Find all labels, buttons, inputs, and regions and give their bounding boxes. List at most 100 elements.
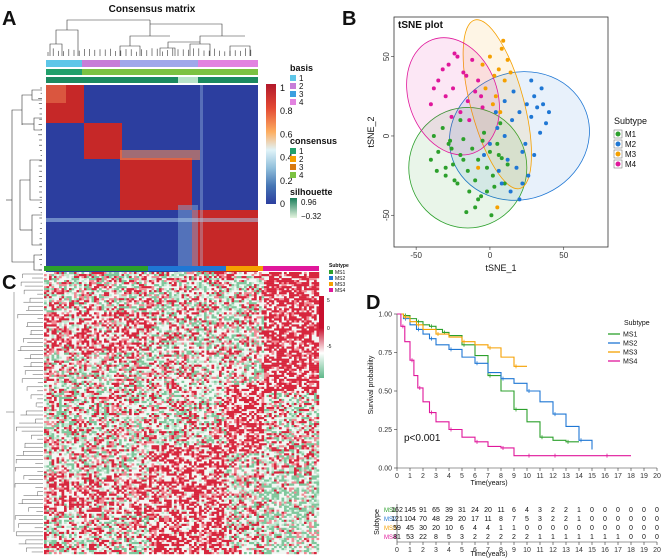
tsne-legend-m4: M4 [625,160,637,169]
tsne-point-m2 [546,110,551,115]
tsne-point-m3 [487,54,492,59]
risk-cell: 2 [499,534,503,541]
risk-cell: 20 [484,507,492,514]
risk-cell: 53 [406,534,414,541]
tsne-point-m1 [446,141,451,146]
km-curve-ms3 [397,313,527,367]
tsne-point-m2 [532,94,537,99]
risk-row-label-ms3: MS3 [384,526,397,532]
tsne-point-m1 [492,184,497,189]
risk-cell: 20 [458,516,466,523]
risk-cell: 4 [486,525,490,532]
risk-xtick: 6 [473,547,477,554]
tsne-point-m2 [539,86,544,91]
tsne-point-m1 [449,146,454,151]
legend-consensus-2: 2 [299,155,304,164]
tsne-point-m1 [505,162,510,167]
colorbar-tick: 0.4 [280,153,293,163]
legend-consensus-3: 3 [299,163,304,172]
km-curve-ms2 [397,313,593,450]
scale-tick-minus5: -5 [327,344,332,350]
colorbar-tick: 0.8 [280,106,293,116]
cluster-ellipse-m4 [406,37,500,156]
heatmap-scale-bar [319,328,324,378]
risk-cell: 0 [642,525,646,532]
km-legend-ms4: MS4 [623,359,638,366]
risk-cell: 0 [629,534,633,541]
risk-cell: 5 [525,516,529,523]
tsne-xtick: 50 [559,251,568,260]
dendrogram-branch [189,43,211,56]
tsne-point-m2 [511,89,516,94]
km-xtick: 2 [421,473,425,480]
risk-cell: 0 [538,525,542,532]
risk-cell: 91 [419,507,427,514]
dendrogram-branch [150,23,223,36]
risk-xtick: 20 [653,547,661,554]
colorbar-ticks: 1 0.8 0.6 0.4 0.2 0 [280,83,293,209]
risk-cell: 70 [419,516,427,523]
risk-cell: 0 [629,507,633,514]
tsne-point-m4 [465,99,470,104]
risk-cell: 45 [406,525,414,532]
risk-xtick: 18 [627,547,635,554]
risk-cell: 0 [655,525,659,532]
risk-ylabel: Subtype [374,509,381,535]
km-xtick: 9 [512,473,516,480]
tsne-point-m1 [495,141,500,146]
left-dendrogram [6,87,42,271]
risk-row-label-ms2: MS2 [384,517,397,523]
legend-basis-1: 1 [299,74,304,83]
risk-cell: 22 [419,534,427,541]
silhouette-colorbar [290,198,297,218]
tsne-point-m1 [484,189,489,194]
km-xtick: 20 [653,473,661,480]
risk-xtick: 16 [601,547,609,554]
tsne-point-m1 [458,118,463,123]
legend-basis-2: 2 [299,82,304,91]
heatmap-subtype-bar [44,266,319,271]
tsne-point-m3 [490,102,495,107]
risk-cell: 3 [538,516,542,523]
tsne-point-m3 [508,70,513,75]
risk-xtick: 8 [499,547,503,554]
km-ylabel: Survival probability [368,355,375,414]
risk-xlabel: Time(years) [470,551,507,558]
km-curves [397,313,631,458]
dendrogram-branch [33,117,42,131]
risk-xtick: 9 [512,547,516,554]
heatmap-legend-ms1: MS1 [335,270,346,276]
tsne-point-m2 [493,110,498,115]
tsne-point-m2 [496,168,501,173]
legend-basis-4: 4 [299,98,304,107]
risk-cell: 2 [551,507,555,514]
risk-cell: 4 [525,507,529,514]
km-pvalue: p<0.001 [404,433,441,444]
tsne-point-m3 [476,165,481,170]
km-xtick: 14 [575,473,583,480]
colorbar-tick: 0.2 [280,176,293,186]
panel-d-letter: D [366,292,380,314]
tsne-point-m4 [446,62,451,67]
annotation-bars [46,60,258,83]
tsne-axes: -50 0 50 50 0 -50 [382,52,569,260]
risk-cell: 0 [525,525,529,532]
risk-cell: 0 [616,516,620,523]
km-xtick: 8 [499,473,503,480]
tsne-point-m4 [464,73,469,78]
tsne-point-m1 [484,165,489,170]
risk-cell: 2 [564,516,568,523]
tsne-point-m3 [499,46,504,51]
tsne-legend-marker [615,141,621,147]
tsne-legend-m1: M1 [625,130,637,139]
tsne-point-m3 [483,86,488,91]
legend-basis: basis 1 2 3 4 [290,63,313,107]
risk-cell: 31 [458,507,466,514]
risk-cell: 1 [577,516,581,523]
risk-cell: 0 [629,525,633,532]
heatmap-legend-title: Subtype [329,263,349,269]
tsne-point-m4 [455,54,460,59]
risk-cell: 5 [447,534,451,541]
tsne-ytick: 50 [382,52,391,61]
